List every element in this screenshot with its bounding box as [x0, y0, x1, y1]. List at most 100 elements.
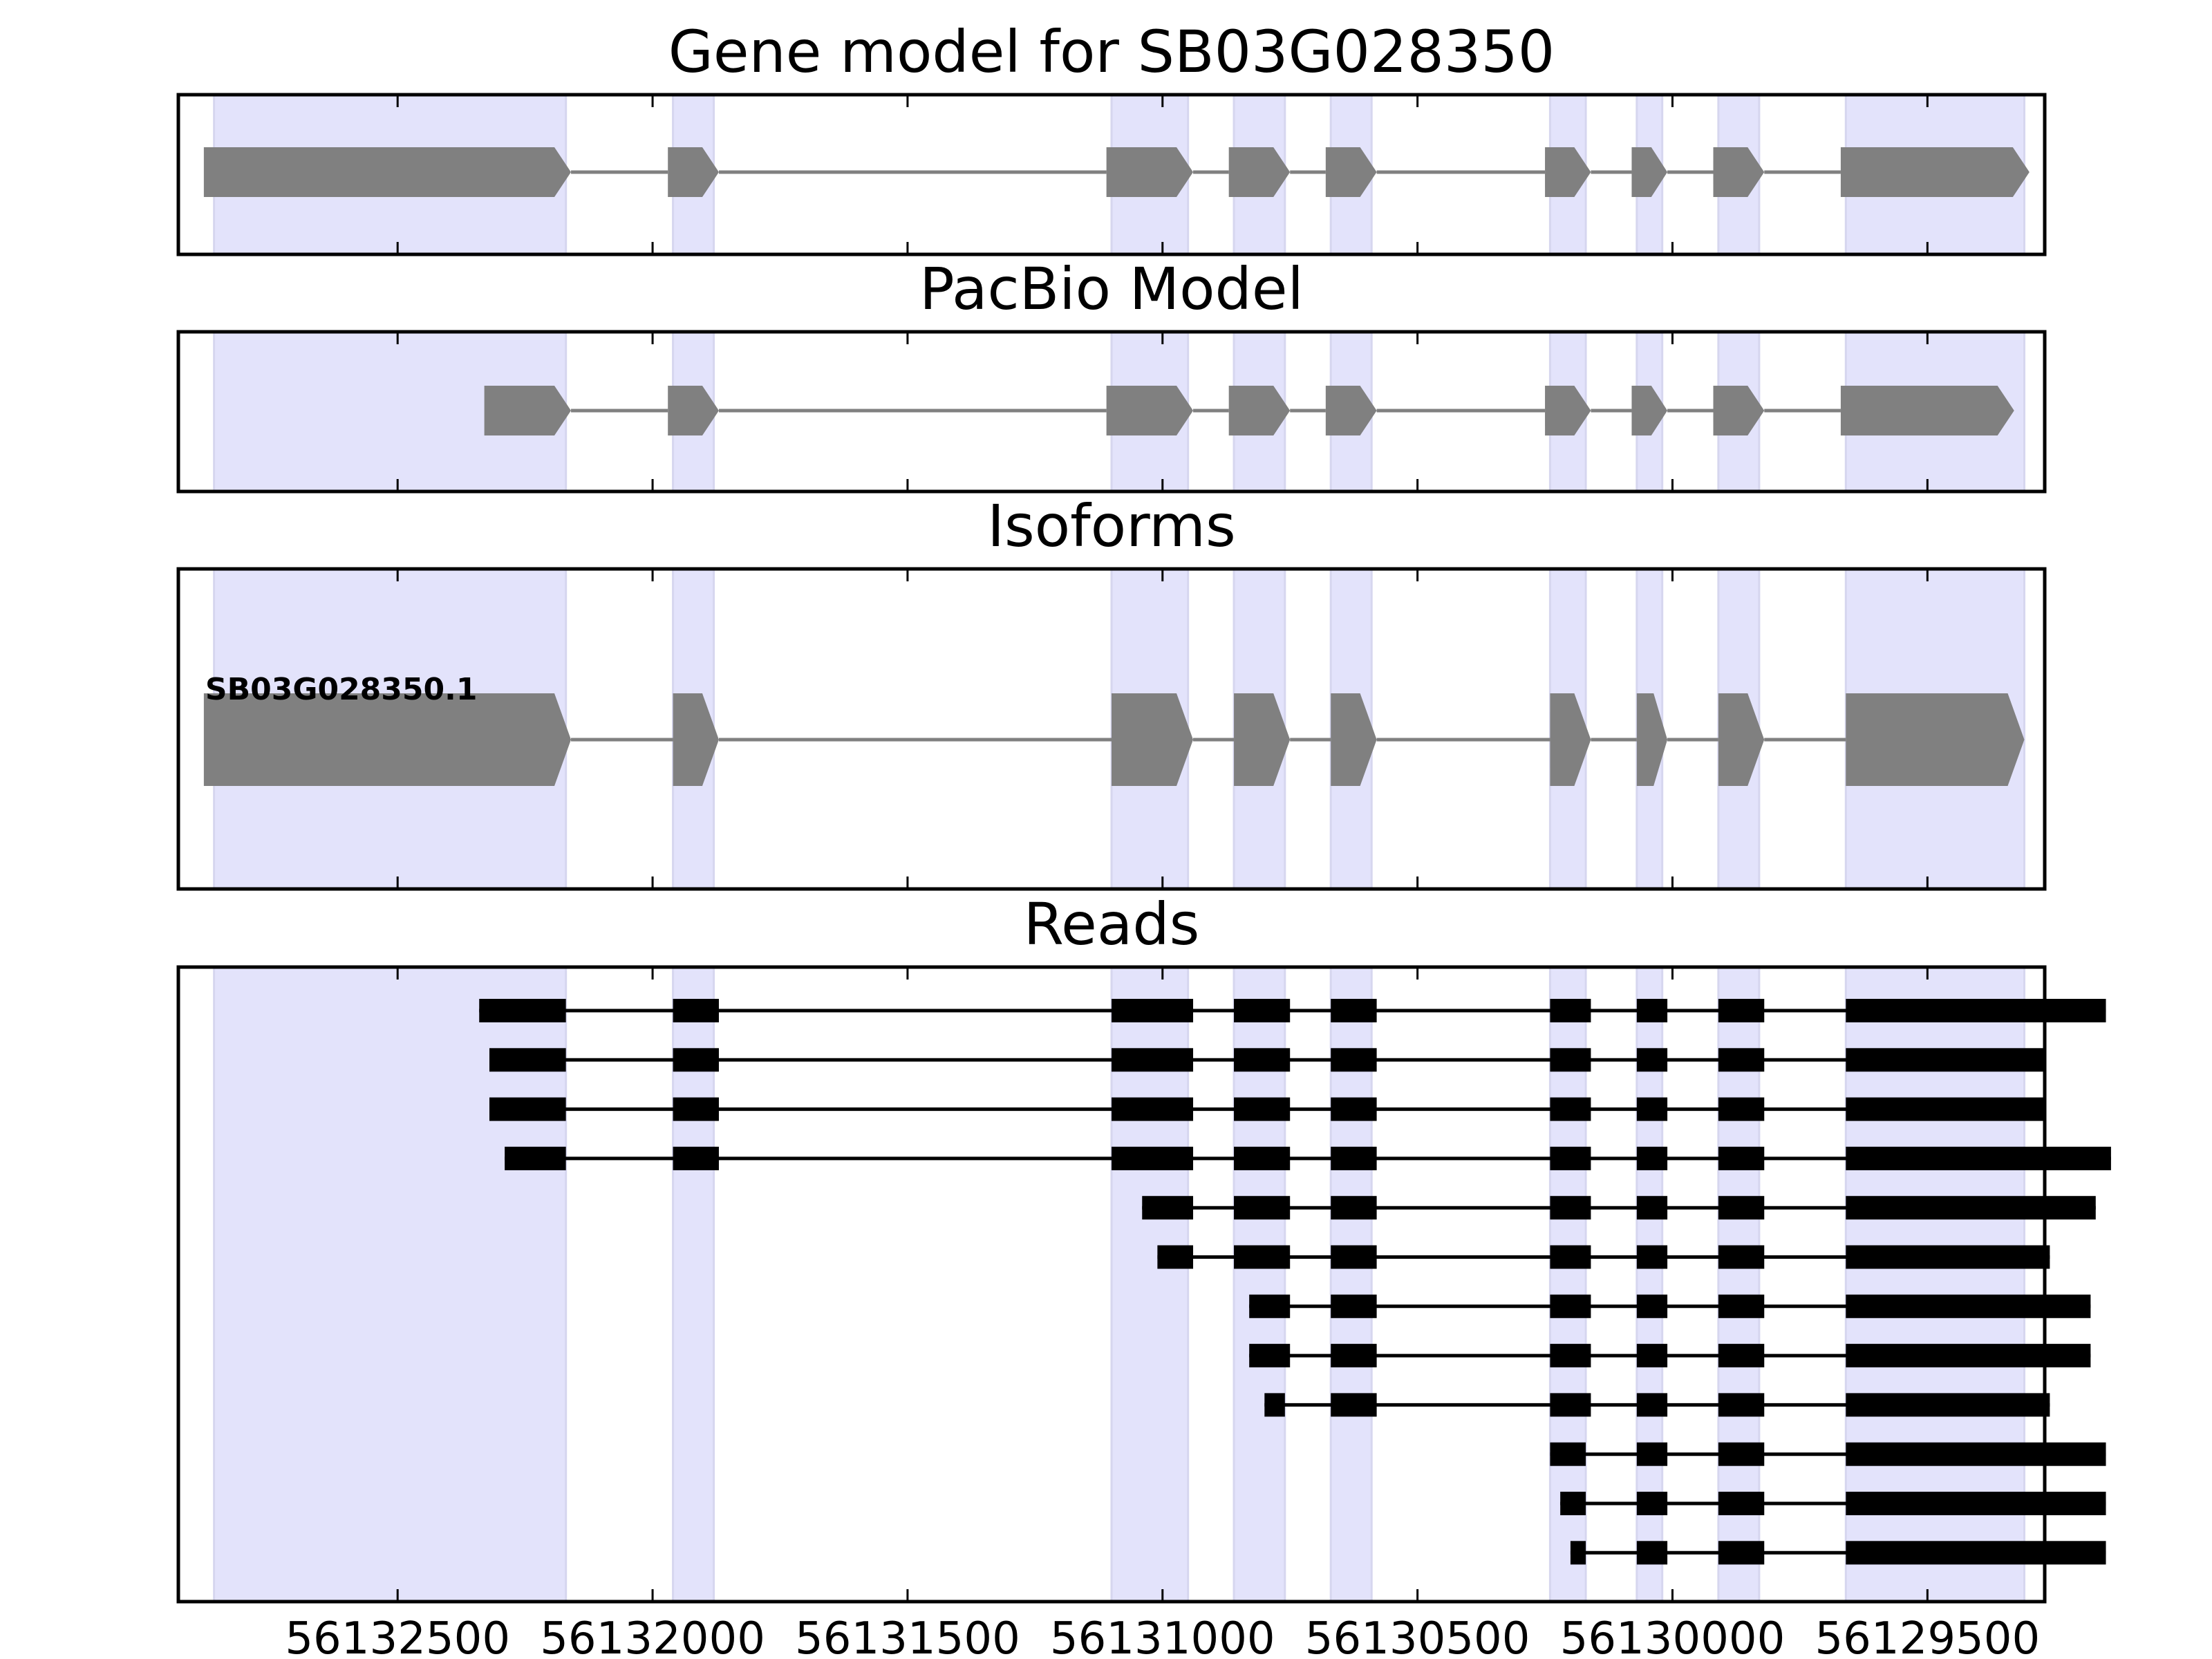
read-exon-block [1550, 1245, 1591, 1269]
pacbio-model-exon [1228, 386, 1291, 435]
gene-model-frame [176, 93, 2047, 256]
x-tick-label: 56130500 [1305, 1613, 1530, 1659]
read-exon-block [1234, 1245, 1291, 1269]
read-exon-block [1550, 1097, 1591, 1121]
read-exon-block [1846, 1097, 2045, 1121]
x-tick-label: 56129500 [1815, 1613, 2040, 1659]
reads-panel: Reads [176, 890, 2111, 1604]
read-exon-block [1636, 1196, 1668, 1220]
read-exon-block [1550, 1048, 1591, 1072]
reads-ticks [396, 967, 1929, 1602]
isoform-exon [673, 693, 719, 786]
read-exon-block [1636, 1294, 1668, 1318]
pacbio-model-exon [668, 386, 719, 435]
pacbio-model-exon [1840, 386, 2014, 435]
exon-highlight-band [1232, 966, 1286, 1603]
isoforms-title: Isoforms [987, 492, 1236, 560]
read-exon-block [1718, 999, 1765, 1022]
read-exon-block [1550, 1442, 1586, 1466]
read-exon-block [1331, 1245, 1377, 1269]
read-exon-block [1331, 1294, 1377, 1318]
read-exon-block [1560, 1492, 1586, 1515]
isoform-label: SB03G028350.1 [205, 672, 478, 707]
read-exon-block [1846, 1245, 2050, 1269]
isoform-exon [1112, 693, 1194, 786]
gene-model-exon [203, 147, 572, 197]
gene-model-exon [1545, 147, 1591, 197]
read-exon-block [1718, 1393, 1765, 1417]
read-exon-block [1636, 1245, 1668, 1269]
isoform-exon [1331, 693, 1377, 786]
read-exon-block [1234, 1097, 1291, 1121]
read-exon-block [1550, 999, 1591, 1022]
read-exon-block [1718, 1048, 1765, 1072]
x-tick-label: 56131000 [1050, 1613, 1275, 1659]
read-exon-block [1718, 1196, 1765, 1220]
read-exon-block [673, 1146, 719, 1170]
read-exon-block [1718, 1541, 1765, 1565]
gene-model-title: Gene model for SB03G028350 [668, 18, 1555, 86]
read-exon-block [1846, 1146, 2111, 1170]
isoforms-ticks [396, 569, 1929, 889]
isoforms-frame [176, 567, 2047, 891]
read-exon-block [673, 1048, 719, 1072]
read-exon-block [1112, 1146, 1194, 1170]
read-exon-block [1636, 999, 1668, 1022]
read-exon-block [1846, 1393, 2050, 1417]
read-exon-block [1636, 1344, 1668, 1368]
pacbio-model-track [484, 386, 2014, 435]
read-exon-block [1331, 1048, 1377, 1072]
read-exon-block [1718, 1492, 1765, 1515]
read-exon-block [1718, 1294, 1765, 1318]
read-exon-block [1636, 1442, 1668, 1466]
read-exon-block [1234, 1146, 1291, 1170]
gene-model-exon [1631, 147, 1668, 197]
read-exon-block [1331, 1344, 1377, 1368]
gene-model-exon [1713, 147, 1765, 197]
read-exon-block [1636, 1492, 1668, 1515]
isoforms-track: SB03G028350.1 [203, 672, 2025, 786]
pacbio-model-title: PacBio Model [919, 255, 1304, 323]
read-exon-block [1550, 1294, 1591, 1318]
gene-model-exon [1106, 147, 1194, 197]
gene-model-track [203, 147, 2030, 197]
read-exon-block [1331, 999, 1377, 1022]
read-exon-block [1636, 1146, 1668, 1170]
pacbio-model-ticks [396, 332, 1929, 491]
read-exon-block [1846, 1442, 2106, 1466]
read-exon-block [1718, 1344, 1765, 1368]
exon-highlights [213, 966, 2025, 1603]
isoform-exon [1550, 693, 1591, 786]
reads-frame [176, 965, 2047, 1604]
read-exon-block [1846, 1344, 2091, 1368]
read-exon-block [1264, 1393, 1285, 1417]
pacbio-model-exon [1631, 386, 1668, 435]
read-exon-block [489, 1048, 566, 1072]
isoform-exon [1846, 693, 2025, 786]
gene-model-exon [1840, 147, 2030, 197]
read-exon-block [1550, 1146, 1591, 1170]
read-exon-block [1636, 1541, 1668, 1565]
read-exon-block [1846, 1196, 2096, 1220]
read-exon-block [1846, 1294, 2091, 1318]
read-exon-block [479, 999, 566, 1022]
exon-highlight-band [672, 966, 715, 1603]
pacbio-model-exon [1106, 386, 1194, 435]
isoforms-panel: Isoforms SB03G028350.1 [176, 492, 2047, 891]
pacbio-model-exon [1545, 386, 1591, 435]
gene-model-exon [1228, 147, 1291, 197]
read-exon-block [1331, 1196, 1377, 1220]
x-tick-label: 56132000 [540, 1613, 765, 1659]
read-exon-block [1550, 1344, 1591, 1368]
x-tick-label: 56130000 [1560, 1613, 1785, 1659]
read-exon-block [1331, 1146, 1377, 1170]
read-exon-block [1550, 1196, 1591, 1220]
isoform-exon [203, 693, 572, 786]
read-exon-block [489, 1097, 566, 1121]
isoform-exon [1718, 693, 1765, 786]
x-axis-tick-labels: 56132500 56132000 56131500 56131000 56130500… [285, 1613, 2040, 1659]
x-tick-label: 56132500 [285, 1613, 510, 1659]
read-exon-block [1636, 1097, 1668, 1121]
read-exon-block [1234, 1048, 1291, 1072]
